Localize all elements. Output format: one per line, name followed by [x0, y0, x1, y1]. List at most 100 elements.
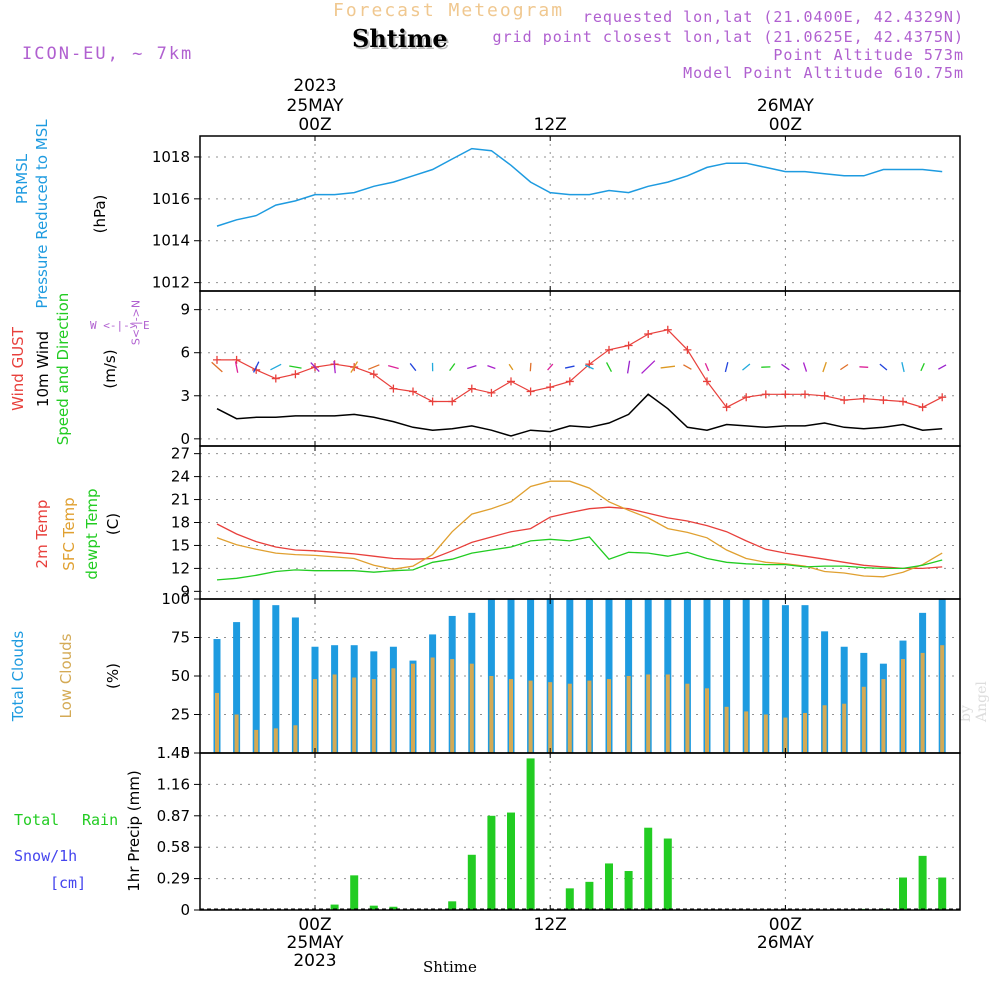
low-cloud-bar: [783, 717, 788, 753]
rain-bar: [467, 854, 476, 910]
location-title: Shtime: [352, 24, 448, 53]
meteogram-title: Forecast Meteogram: [333, 0, 565, 21]
top-time-label: 00Z: [769, 115, 802, 135]
wind-arrow: [724, 362, 729, 373]
bottom-date-label: 26MAY: [757, 933, 815, 953]
wind-arrow: [840, 363, 849, 371]
total-cloud-bar: [527, 599, 535, 753]
wind-arrow: [704, 362, 710, 372]
gust-point: [918, 403, 927, 412]
y-tick-label: 12: [171, 559, 190, 577]
gust-point: [291, 370, 300, 379]
point-altitude: Point Altitude 573m: [773, 46, 964, 64]
low-cloud-bar: [626, 676, 631, 753]
wind-arrow: [605, 362, 613, 372]
y-tick-label: 3: [180, 387, 190, 405]
top-time-label: 00Z: [298, 115, 331, 135]
gust-point: [899, 397, 907, 406]
total-cloud-bar: [546, 599, 554, 753]
y-tick-label: 1014: [152, 232, 190, 250]
rain-bar: [918, 855, 927, 910]
total-cloud-bar: [762, 599, 770, 753]
gust-point: [938, 393, 947, 402]
y-tick-label: 25: [171, 706, 190, 724]
total-cloud-bar: [723, 599, 731, 753]
y-tick-label: 0.58: [157, 838, 190, 856]
total-cloud-bar: [821, 631, 829, 753]
rain-bar: [585, 881, 594, 910]
wind-arrow: [467, 365, 477, 370]
wind-arrow: [252, 361, 260, 373]
low-cloud-bar: [607, 679, 611, 753]
top-year-label: 2023: [293, 76, 336, 96]
wind-arrow: [547, 363, 554, 371]
low-cloud-bar: [352, 677, 357, 753]
low-cloud-bar: [940, 645, 945, 753]
wind-arrow: [270, 363, 282, 371]
top-date-label: 25MAY: [287, 96, 345, 116]
gust-point: [624, 341, 633, 350]
temp2m-line: [216, 506, 943, 570]
gust-point: [781, 390, 790, 399]
low-cloud-bar: [489, 676, 494, 753]
wind-arrow: [508, 363, 514, 371]
rain-bar: [448, 901, 457, 910]
low-cloud-bar: [646, 674, 651, 753]
total-cloud-bar: [742, 599, 750, 753]
total-cloud-bar: [233, 622, 241, 753]
gust-point: [663, 325, 672, 334]
wind-arrow: [388, 365, 399, 370]
gust-point: [428, 397, 437, 406]
wind-arrow: [211, 361, 223, 373]
wind-arrow: [564, 365, 575, 369]
y-tick-label: 18: [171, 514, 190, 532]
low-cloud-bar: [391, 668, 396, 753]
low-cloud-bar: [803, 712, 807, 753]
wind-arrow: [289, 365, 302, 369]
rain-bar: [369, 905, 378, 910]
gust-point: [526, 387, 535, 396]
low-cloud-bar: [665, 674, 670, 753]
snow-legend: Snow/1h: [14, 847, 78, 865]
y-tick-label: 0.29: [157, 870, 190, 888]
low-cloud-bar: [705, 688, 709, 753]
low-cloud-bar: [548, 682, 553, 753]
low-cloud-bar: [430, 657, 435, 753]
low-cloud-bar: [685, 683, 690, 753]
total-cloud-bar: [566, 599, 574, 753]
wind-arrow: [781, 363, 790, 371]
wind-arrow: [742, 363, 751, 371]
wind-arrow: [529, 362, 532, 372]
wind-arrow: [310, 362, 320, 373]
wind-arrow: [234, 361, 239, 373]
wind-arrow: [449, 363, 456, 372]
gust-point: [467, 384, 476, 393]
gust-point: [703, 377, 711, 386]
total-cloud-bar: [703, 599, 711, 753]
gridpoint-coords: grid point closest lon,lat (21.0625E, 42…: [492, 28, 964, 46]
y-tick-label: 75: [171, 629, 190, 647]
rain-bar: [624, 871, 633, 910]
bottom-time-label: 00Z: [769, 915, 802, 935]
rain-bar: [507, 812, 515, 910]
panel-frame: [199, 135, 961, 292]
rain-bar: [526, 758, 535, 910]
low-cloud-bar: [254, 729, 259, 753]
model-label: ICON-EU, ~ 7km: [22, 44, 194, 64]
low-cloud-bar: [528, 680, 533, 753]
total-cloud-bar: [585, 599, 593, 753]
wind-arrow: [350, 361, 359, 373]
gust-point: [507, 377, 515, 386]
low-cloud-bar: [861, 686, 866, 753]
y-tick-label: 0: [180, 744, 190, 762]
low-cloud-bar: [313, 679, 317, 753]
compass-we: W <-|-> E: [90, 319, 150, 332]
bottom-year-label: 2023: [293, 951, 336, 971]
wind-arrow: [409, 363, 417, 372]
total-cloud-bar: [605, 599, 613, 753]
rain-bar: [644, 827, 653, 910]
y-tick-label: 27: [171, 445, 190, 463]
top-date-label: 26MAY: [757, 96, 815, 116]
requested-coords: requested lon,lat (21.0400E, 42.4329N): [582, 8, 964, 26]
rain-bar: [899, 877, 907, 910]
